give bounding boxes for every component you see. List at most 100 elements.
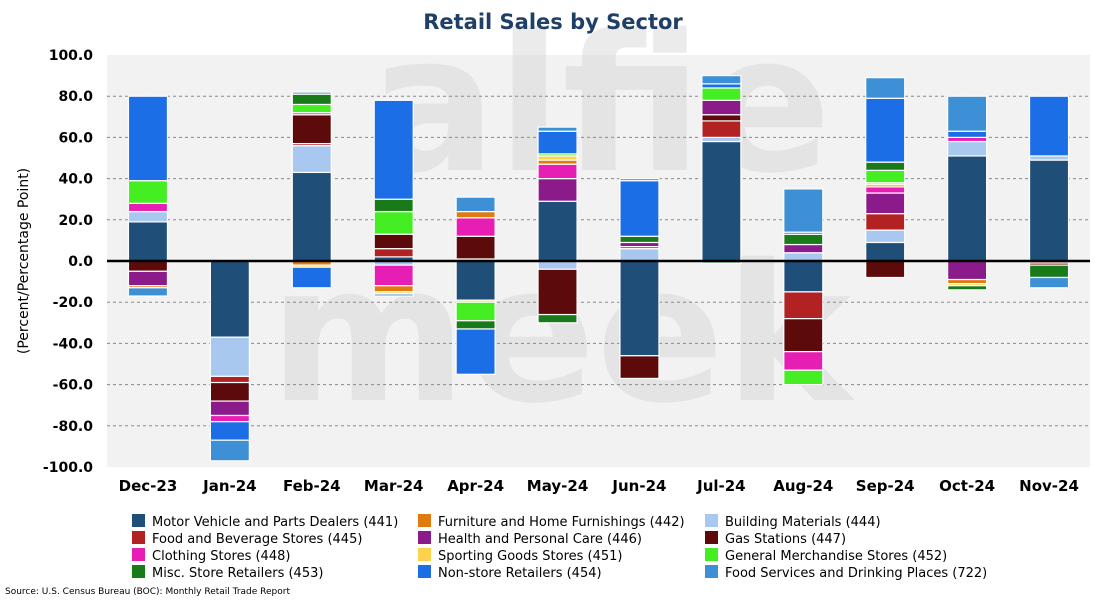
bar-segment [373,264,414,287]
bar-segment [209,400,250,417]
bar-segment [619,241,660,248]
legend-label: Motor Vehicle and Parts Dealers (441) [152,515,398,530]
source-note: Source: U.S. Census Bureau (BOC): Monthl… [5,587,290,597]
bar-segment [865,213,906,231]
x-tick-label: Sep-24 [856,477,915,495]
bar-segment [209,260,250,338]
bar-segment [209,414,250,423]
legend-label: Non-store Retailers (454) [438,566,602,581]
x-tick-label: Aug-24 [773,477,833,495]
y-tick-label: 80.0 [58,89,93,105]
bar-segment [209,336,250,377]
bar-segment [865,97,906,163]
bar-segment [701,74,742,85]
legend-label: Clothing Stores (448) [152,549,290,564]
bar-segment [455,260,496,301]
bar-segment [455,328,496,375]
legend-swatch [418,565,431,578]
y-tick-label: -60.0 [53,378,94,394]
bar-segment [373,210,414,235]
y-tick-label: 40.0 [58,172,93,188]
bar-segment [127,287,169,297]
bar-segment [865,77,906,99]
legend-swatch [418,548,431,561]
bar-segment [1028,264,1070,279]
bar-segment [373,99,414,200]
bar-segment [455,196,496,213]
bar-segment [537,200,578,262]
x-tick-label: Jul-24 [696,477,746,495]
legend-label: General Merchandise Stores (452) [725,549,947,564]
bar-segment [209,375,250,384]
bar-segment [947,278,988,285]
bar-segment [373,293,414,297]
bar-segment [1028,155,1070,161]
bar-segment [537,313,578,324]
chart-title: Retail Sales by Sector [423,10,683,34]
y-axis-ticks: 100.0 80.0 60.0 40.0 20.0 0.0 -20.0 -40.0 -60.0 -… [43,48,93,476]
legend-swatch [705,531,718,544]
legend-label: Furniture and Home Furnishings (442) [438,515,685,530]
bar-segment [373,248,414,258]
bar-segment [865,169,906,184]
bars [127,74,1070,462]
bar-segment [127,270,169,287]
legend-swatch [705,565,718,578]
bar-segment [783,233,824,246]
bar-segment [701,136,742,143]
bar-segment [701,140,742,262]
bar-segment [783,291,824,320]
bar-segment [783,318,824,353]
bar-segment [619,355,660,380]
bar-segment [947,136,988,143]
x-tick-label: Nov-24 [1019,477,1079,495]
bar-segment [537,178,578,202]
bar-segment [783,188,824,233]
bar-segment [701,83,742,89]
bar-segment [865,229,906,244]
bar-segment [947,155,988,262]
legend-swatch [705,514,718,527]
legend-swatch [418,531,431,544]
bar-segment [127,95,169,182]
bar-segment [865,161,906,171]
bar-segment [619,178,660,182]
x-tick-label: May-24 [527,477,588,495]
bar-segment [455,235,496,260]
x-tick-label: Mar-24 [364,477,424,495]
y-tick-label: 20.0 [58,213,93,229]
bar-segment [947,95,988,132]
bar-segment [291,171,332,262]
x-tick-label: Feb-24 [283,477,341,495]
bar-segment [291,93,332,106]
bar-segment [701,114,742,122]
legend-swatch [132,548,145,561]
bar-segment [455,301,496,322]
gridlines [107,95,1090,427]
bar-segment [373,233,414,250]
y-tick-label: -80.0 [53,419,94,435]
watermark-text-1: alfie [368,0,831,215]
bar-segment [209,381,250,402]
legend-label: Food Services and Drinking Places (722) [725,566,987,581]
bar-segment [455,210,496,219]
bar-segment [537,130,578,155]
bar-segment [127,180,169,204]
y-tick-label: -40.0 [53,336,94,352]
y-tick-label: -100.0 [43,460,93,476]
bar-segment [1028,276,1070,289]
x-tick-label: Dec-23 [119,477,178,495]
bar-segment [127,210,169,223]
legend: Motor Vehicle and Parts Dealers (441) Fur… [132,514,987,581]
bar-segment [291,91,332,95]
bar-segment [947,140,988,157]
y-tick-label: -20.0 [53,295,94,311]
bar-segment [209,439,250,462]
bar-segment [291,114,332,145]
y-axis-label: (Percent/Percentage Point) [16,168,32,354]
bar-segment [537,155,578,161]
bar-segment [537,126,578,132]
bar-segment [537,159,578,165]
